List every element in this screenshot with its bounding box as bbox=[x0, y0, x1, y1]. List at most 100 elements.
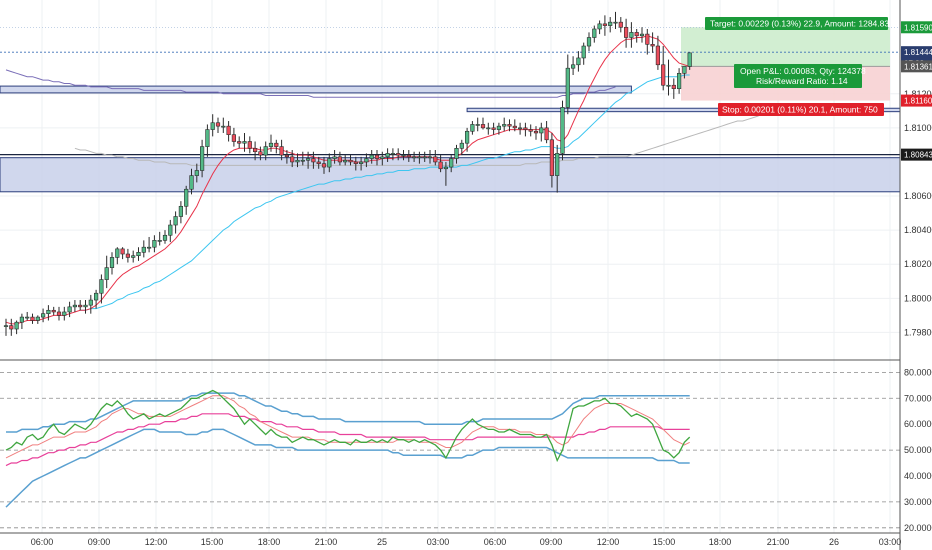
candle-body bbox=[449, 158, 454, 168]
candle-body bbox=[348, 159, 353, 163]
candle-body bbox=[661, 64, 666, 86]
candle-body bbox=[40, 313, 46, 318]
stop-label: Stop: 0.00201 (0.11%) 20.1, Amount: 750 bbox=[722, 105, 878, 115]
rsi-line bbox=[5, 389, 691, 463]
rsi-y-tick-label: 30.0000 bbox=[904, 497, 932, 507]
position-labels: Target: 0.00229 (0.13%) 22.9, Amount: 12… bbox=[705, 17, 889, 116]
x-tick-label: 15:00 bbox=[201, 537, 224, 547]
rsi-y-tick-label: 70.0000 bbox=[904, 393, 932, 403]
candle-body bbox=[507, 124, 512, 127]
x-tick-label: 12:00 bbox=[145, 537, 168, 547]
candle-body bbox=[99, 279, 104, 294]
candle-body bbox=[62, 311, 67, 316]
candle-body bbox=[131, 255, 136, 258]
candle-body bbox=[517, 127, 523, 130]
candle-body bbox=[94, 292, 99, 301]
candle-body bbox=[184, 188, 189, 207]
x-tick-label: 25 bbox=[377, 537, 387, 547]
open-pnl-label-bg bbox=[734, 64, 862, 88]
stop-price-tag-bg bbox=[901, 94, 932, 107]
candle-body bbox=[608, 21, 613, 26]
candle-body bbox=[576, 57, 581, 66]
x-tick-label: 12:00 bbox=[597, 537, 620, 547]
candle-body bbox=[78, 304, 83, 308]
candle-body bbox=[141, 246, 146, 253]
candle-body bbox=[162, 234, 168, 241]
candle-body bbox=[512, 125, 517, 129]
candle-body bbox=[433, 156, 438, 163]
target-price-tag-bg bbox=[901, 21, 932, 34]
candle-body bbox=[268, 142, 274, 147]
candle-body bbox=[157, 240, 162, 242]
candle-body bbox=[194, 170, 199, 176]
rsi-y-tick-label: 50.0000 bbox=[904, 445, 932, 455]
x-tick-label: 18:00 bbox=[709, 537, 732, 547]
candle-body bbox=[311, 158, 316, 163]
candle-body bbox=[136, 252, 141, 257]
rsi-y-tick-label: 80.0000 bbox=[904, 367, 932, 377]
zone-rect[interactable] bbox=[0, 85, 632, 94]
candle-body bbox=[592, 28, 597, 38]
entry-price-tag-bg bbox=[901, 60, 932, 73]
rsi-bb-upper bbox=[6, 392, 690, 433]
candle-body bbox=[353, 161, 358, 164]
candle-body bbox=[533, 130, 539, 134]
candle-body bbox=[666, 84, 671, 87]
candle-body bbox=[284, 154, 290, 158]
candle-body bbox=[200, 146, 205, 171]
candle-body bbox=[549, 139, 554, 176]
candle-body bbox=[629, 32, 634, 38]
candle-body bbox=[464, 130, 470, 144]
ema-slow-line bbox=[5, 69, 616, 98]
candle-body bbox=[274, 142, 279, 147]
candle-body bbox=[544, 127, 549, 141]
candle-body bbox=[221, 125, 226, 128]
candle-body bbox=[226, 125, 231, 135]
candle-body bbox=[475, 124, 480, 126]
candle-body bbox=[491, 127, 496, 130]
candle-body bbox=[205, 129, 210, 147]
x-tick-label: 26 bbox=[829, 537, 839, 547]
ema-fast-line bbox=[5, 35, 690, 325]
candle-body bbox=[390, 153, 396, 155]
risk-reward-label: Risk/Reward Ratio: 1.14 bbox=[756, 76, 848, 86]
open-pnl-label: Open P&L: 0.00083, Qty: 124378 bbox=[740, 66, 866, 76]
y-tick-label: 1.79800 bbox=[904, 327, 932, 337]
candle-body bbox=[300, 159, 305, 162]
candle-body bbox=[613, 21, 618, 24]
candle-body bbox=[401, 154, 406, 157]
candle-body bbox=[67, 306, 72, 313]
level-price-tag-bg bbox=[901, 148, 932, 161]
ema-mid-line bbox=[80, 74, 690, 311]
candle-body bbox=[152, 240, 157, 248]
candle-body bbox=[454, 148, 459, 159]
ema-long-line bbox=[74, 115, 759, 166]
candle-body bbox=[88, 299, 93, 306]
candle-body bbox=[327, 158, 332, 168]
candle-body bbox=[427, 156, 433, 159]
candle-body bbox=[173, 216, 178, 226]
candle-body bbox=[502, 124, 507, 127]
candle-body bbox=[30, 316, 35, 321]
candle-body bbox=[417, 156, 422, 159]
target-zone bbox=[681, 27, 890, 67]
x-tick-label: 09:00 bbox=[540, 537, 563, 547]
candle-body bbox=[14, 321, 19, 330]
rsi-y-tick-label: 20.0000 bbox=[904, 523, 932, 533]
current-price-tag-bg bbox=[901, 46, 932, 59]
candle-body bbox=[496, 125, 502, 130]
candle-body bbox=[120, 248, 125, 255]
candle-body bbox=[3, 325, 9, 327]
current-price-tag: 1.81444 bbox=[904, 48, 932, 57]
x-tick-label: 06:00 bbox=[484, 537, 507, 547]
candle-body bbox=[337, 156, 343, 163]
candle-body bbox=[253, 148, 258, 153]
candle-body bbox=[618, 21, 623, 28]
candle-body bbox=[125, 253, 130, 258]
candle-body bbox=[189, 175, 194, 190]
candle-body bbox=[374, 154, 380, 159]
x-tick-label: 21:00 bbox=[315, 537, 338, 547]
candle-body bbox=[358, 161, 364, 164]
candle-body bbox=[406, 154, 411, 158]
